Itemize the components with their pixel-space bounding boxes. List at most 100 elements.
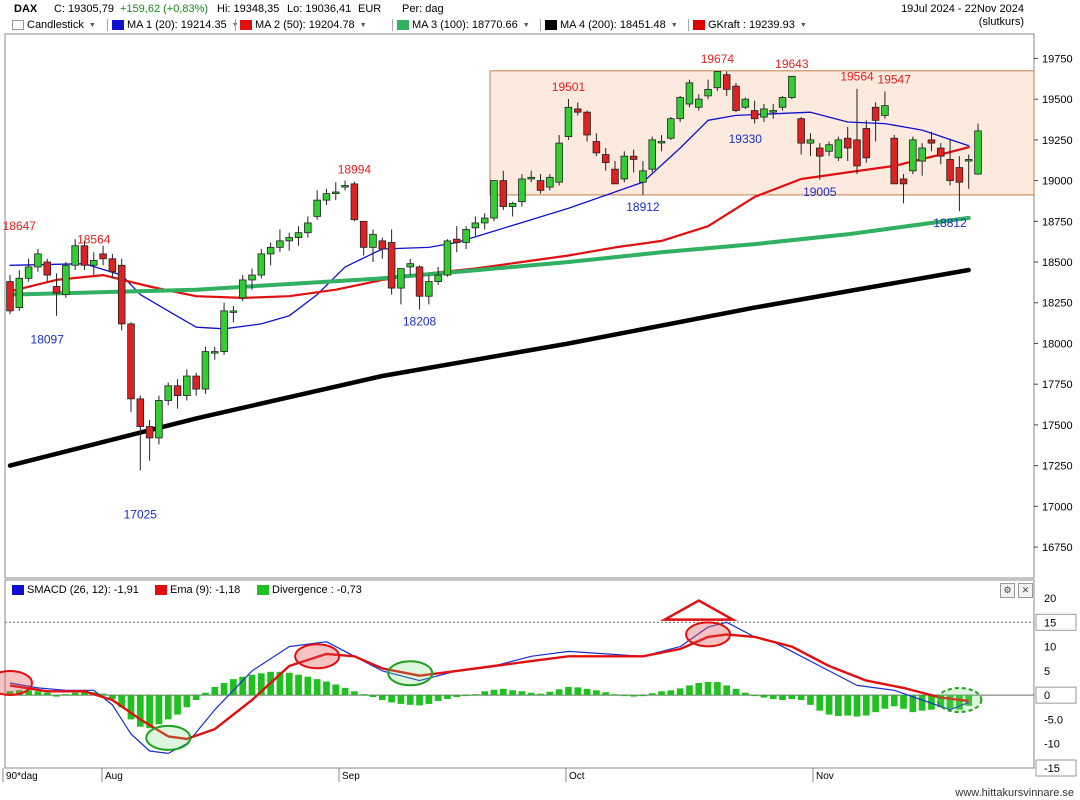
close-panel-icon[interactable]: ✕ — [1018, 583, 1033, 598]
macd-legend-divergence-label: Divergence : -0,73 — [272, 584, 362, 596]
ma4-swatch — [545, 20, 557, 30]
candle-body — [425, 281, 433, 297]
gkraft-swatch — [693, 20, 705, 30]
macd-histogram-bar — [295, 674, 302, 696]
macd-histogram-bar — [248, 674, 256, 696]
candle — [899, 174, 908, 204]
candle — [443, 239, 452, 277]
legend-ma1-label: MA 1 (20): 19214.35 — [127, 19, 227, 31]
macd-y-tick-label: 15 — [1044, 617, 1056, 629]
candle-body — [462, 229, 470, 243]
chevron-down-icon[interactable]: ▼ — [522, 21, 530, 29]
price-axis: 16750 17000 17250 17500 17750 18000 18250 18500… — [4, 33, 1073, 579]
price-annotation: 18208 — [403, 315, 437, 329]
legend-ma3[interactable]: MA 3 (100): 18770.66 ▼ — [397, 18, 530, 32]
price-annotation: 18994 — [338, 163, 372, 177]
macd-histogram-bar — [15, 690, 23, 696]
macd-histogram-bar — [509, 690, 516, 696]
candle — [304, 216, 312, 238]
candle-body — [797, 118, 805, 144]
candle-body — [90, 259, 98, 266]
macd-triangle-marker — [659, 599, 738, 621]
price-annotation: 19547 — [878, 72, 912, 86]
macd-legend-ema[interactable]: Ema (9): -1,18 — [155, 583, 240, 597]
candle-body — [648, 139, 656, 170]
candle — [769, 104, 777, 119]
legend-gkraft-label: GKraft : 19239.93 — [708, 19, 795, 31]
candle-body — [546, 176, 554, 188]
candle-body — [453, 238, 461, 243]
legend-candlestick[interactable]: Candlestick ▼ — [12, 18, 96, 32]
candle-body — [722, 74, 731, 90]
legend-divider — [688, 19, 689, 31]
candle-body — [974, 130, 982, 175]
chevron-down-icon[interactable]: ▼ — [359, 21, 367, 29]
macd-histogram-bar — [565, 686, 572, 696]
chevron-down-icon[interactable]: ▼ — [88, 21, 96, 29]
legend-divider — [540, 19, 541, 31]
candle-body — [24, 266, 33, 279]
wrench-icon[interactable]: ⚙ — [1000, 583, 1015, 598]
candle-body — [508, 202, 517, 208]
macd-legend-divergence[interactable]: Divergence : -0,73 — [257, 583, 362, 597]
candle-body — [322, 193, 331, 201]
candle — [629, 149, 638, 173]
candle — [834, 136, 843, 162]
candle — [853, 88, 861, 175]
candle — [574, 102, 582, 116]
macd-legend-smacd[interactable]: SMACD (26, 12): -1,91 — [12, 583, 139, 597]
time-axis-label: Oct — [569, 771, 585, 782]
price-annotation: 19005 — [803, 185, 837, 199]
price-annotation: 18097 — [31, 333, 65, 347]
macd-histogram-bar — [602, 692, 610, 696]
macd-histogram-bar — [890, 695, 898, 707]
macd-histogram-bar — [304, 676, 312, 696]
legend-ma2[interactable]: MA 2 (50): 19204.78 ▼ — [240, 18, 367, 32]
candle-body — [592, 141, 601, 154]
macd-histogram-bar — [937, 695, 945, 708]
candle-body — [415, 266, 424, 297]
macd-histogram-bar — [797, 695, 805, 700]
candle-body — [760, 108, 768, 118]
macd-y-tick-label: 20 — [1044, 593, 1056, 605]
chevron-down-icon[interactable]: ▼ — [799, 21, 807, 29]
candle-body — [490, 180, 498, 219]
candle — [34, 248, 42, 272]
candle — [685, 79, 694, 108]
candle — [527, 170, 535, 183]
macd-histogram-bar — [918, 695, 926, 711]
candle-body — [704, 88, 712, 97]
macd-tick-box — [1035, 686, 1077, 704]
candle — [695, 94, 703, 111]
candle — [99, 245, 107, 266]
price-annotation: 17025 — [124, 507, 158, 521]
candle-body — [155, 400, 163, 439]
candle-body — [639, 170, 647, 183]
period-label: Per: dag — [402, 3, 444, 15]
candle — [257, 248, 266, 279]
candle — [964, 154, 973, 189]
legend-ma2-label: MA 2 (50): 19204.78 — [255, 19, 355, 31]
candle-body — [918, 147, 926, 162]
macd-histogram-bar — [127, 695, 135, 720]
macd-histogram-bar — [909, 695, 917, 713]
y-tick-label: 16750 — [1042, 542, 1073, 554]
macd-histogram-bar — [760, 695, 768, 698]
candle-body — [294, 232, 303, 238]
macd-histogram-bar — [397, 695, 405, 704]
candle-body — [685, 82, 694, 105]
candle — [229, 306, 238, 323]
chart-header: DAX C: 19305,79 +159,62 (+0,83%) Hi: 193… — [0, 0, 1080, 28]
legend-gkraft[interactable]: GKraft : 19239.93 ▼ — [693, 18, 807, 32]
candle-body — [257, 253, 266, 276]
candle — [676, 95, 684, 122]
macd-y-tick-label: 5 — [1044, 666, 1050, 678]
chevron-down-icon[interactable]: ▼ — [670, 21, 678, 29]
candle — [918, 143, 926, 176]
candle — [369, 229, 377, 263]
macd-histogram-bar — [174, 695, 181, 715]
candle-body — [136, 398, 145, 427]
candle — [136, 395, 145, 471]
legend-ma4[interactable]: MA 4 (200): 18451.48 ▼ — [545, 18, 678, 32]
candle-body — [71, 245, 79, 266]
